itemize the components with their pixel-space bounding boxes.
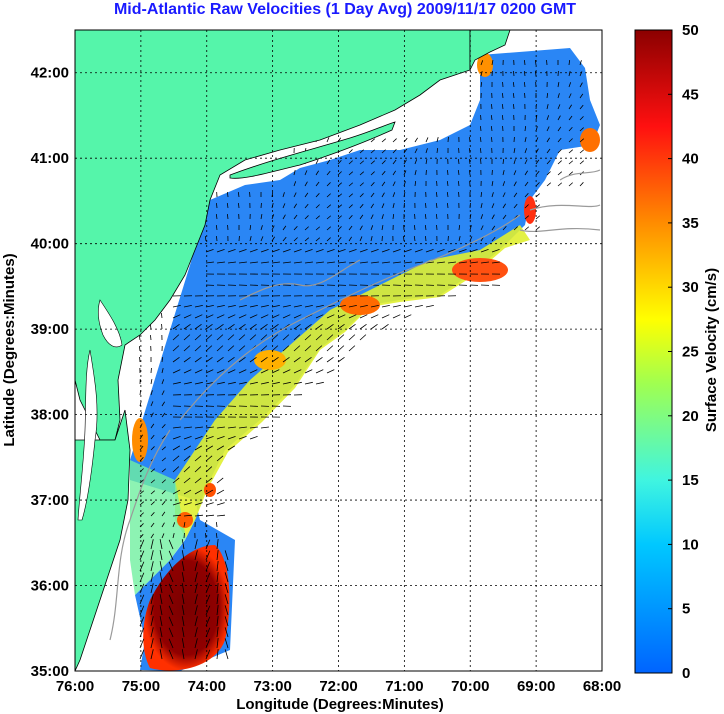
grid-lines bbox=[75, 30, 602, 671]
velocity-field bbox=[130, 48, 600, 671]
y-tick-label: 35:00 bbox=[31, 663, 69, 680]
colorbar-tick-label: 10 bbox=[682, 536, 699, 553]
patch-orange-4 bbox=[177, 512, 193, 528]
colorbar-tick-label: 0 bbox=[682, 665, 690, 682]
chesapeake-bay bbox=[77, 349, 98, 521]
x-tick-label: 68:00 bbox=[583, 678, 621, 695]
colorbar bbox=[634, 29, 673, 674]
colorbar-tick-label: 5 bbox=[682, 601, 690, 618]
coverage-area bbox=[130, 48, 600, 671]
y-tick-label: 40:00 bbox=[31, 236, 69, 253]
patch-red-2 bbox=[340, 295, 380, 315]
x-tick-label: 69:00 bbox=[517, 678, 555, 695]
velocity-arrows bbox=[138, 59, 585, 660]
patch-yellow-1 bbox=[254, 350, 286, 370]
x-tick-label: 75:00 bbox=[122, 678, 160, 695]
y-tick-label: 36:00 bbox=[31, 578, 69, 595]
y-tick-label: 37:00 bbox=[31, 492, 69, 509]
chart-title: Mid-Atlantic Raw Velocities (1 Day Avg) … bbox=[113, 1, 577, 18]
y-tick-label: 42:00 bbox=[31, 65, 69, 82]
colorbar-tick-label: 25 bbox=[682, 344, 699, 361]
x-tick-label: 73:00 bbox=[253, 678, 291, 695]
x-tick-label: 71:00 bbox=[385, 678, 423, 695]
green-fringe bbox=[130, 460, 186, 595]
land-long-island bbox=[229, 121, 396, 179]
delaware-bay bbox=[98, 299, 123, 348]
colorbar-tick-label: 30 bbox=[682, 279, 699, 296]
patch-orange-5 bbox=[204, 483, 216, 497]
y-axis-label: Latitude (Degrees:Minutes) bbox=[1, 253, 18, 446]
x-tick-label: 76:00 bbox=[56, 678, 94, 695]
colorbar-tick-label: 45 bbox=[682, 86, 699, 103]
shelf-break-jet bbox=[175, 225, 530, 538]
x-axis-label: Longitude (Degrees:Minutes) bbox=[236, 696, 444, 713]
y-tick-label: 41:00 bbox=[31, 150, 69, 167]
plot-frame bbox=[74, 29, 603, 672]
colorbar-tick-label: 50 bbox=[682, 22, 699, 39]
colorbar-label: Surface Velocity (cm/s) bbox=[703, 268, 720, 432]
southern-hot-spot bbox=[143, 545, 230, 671]
x-tick-label: 70:00 bbox=[451, 678, 489, 695]
x-tick-label: 74:00 bbox=[188, 678, 226, 695]
x-tick-label: 72:00 bbox=[319, 678, 357, 695]
isobath-contours bbox=[109, 169, 601, 641]
patch-orange-6 bbox=[477, 53, 493, 77]
patch-red-1 bbox=[452, 258, 508, 282]
colorbar-tick-label: 40 bbox=[682, 151, 699, 168]
y-tick-label: 39:00 bbox=[31, 321, 69, 338]
patch-orange-2 bbox=[580, 128, 600, 152]
x-tick-labels: 76:00 75:00 74:00 73:00 72:00 71:00 70:00 69:00… bbox=[56, 678, 621, 695]
y-tick-labels: 35:00 36:00 37:00 38:00 39:00 40:00 41:00 42:00 bbox=[31, 65, 69, 680]
patch-orange-3 bbox=[132, 418, 148, 462]
colorbar-tick-label: 15 bbox=[682, 472, 699, 489]
colorbar-ticks: 0 5 10 15 20 25 30 35 40 45 50 bbox=[668, 22, 699, 682]
y-tick-label: 38:00 bbox=[31, 407, 69, 424]
colorbar-tick-label: 20 bbox=[682, 408, 699, 425]
colorbar-tick-label: 35 bbox=[682, 215, 699, 232]
